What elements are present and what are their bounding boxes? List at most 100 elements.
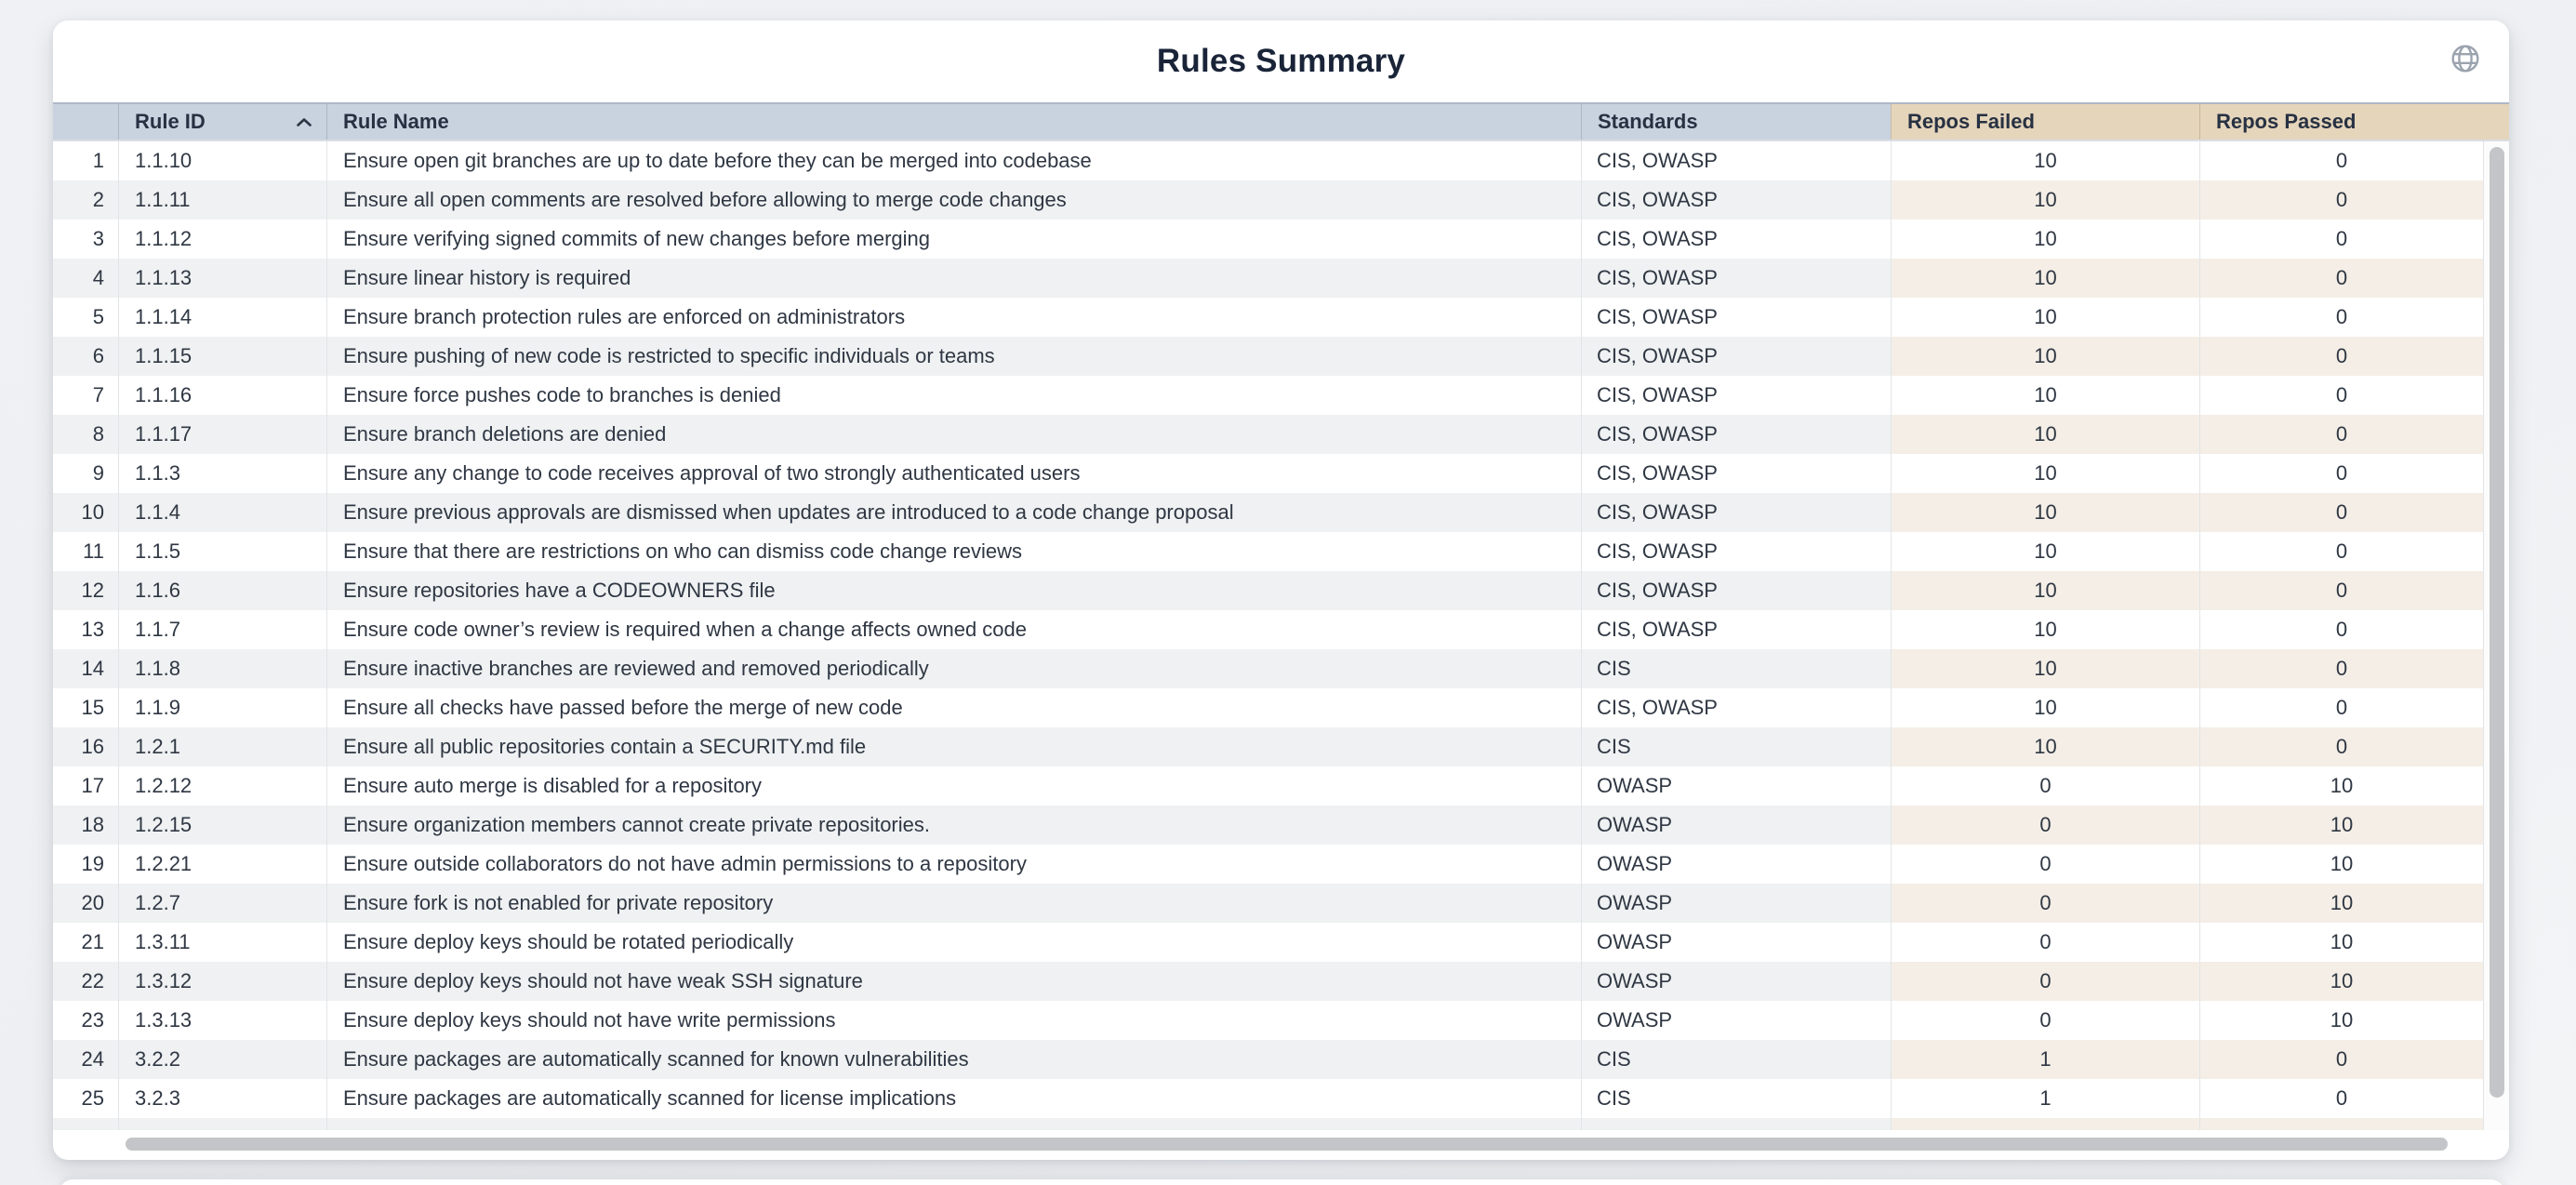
cell-rule-id: 1.2.7 bbox=[118, 884, 326, 923]
table-row[interactable]: 12 1.1.6 Ensure repositories have a CODE… bbox=[53, 571, 2509, 610]
table-row[interactable]: 23 1.3.13 Ensure deploy keys should not … bbox=[53, 1001, 2509, 1040]
cell-rule-id: 1.2.21 bbox=[118, 845, 326, 884]
cell-row-number: 2 bbox=[53, 180, 118, 220]
cell-standards: CIS bbox=[1581, 1040, 1891, 1079]
header-rule-name[interactable]: Rule Name bbox=[326, 104, 1581, 140]
cell-rule-name: Ensure any change to code receives appro… bbox=[326, 454, 1581, 493]
vertical-scrollbar[interactable] bbox=[2490, 147, 2504, 1098]
table-row[interactable]: 7 1.1.16 Ensure force pushes code to bra… bbox=[53, 376, 2509, 415]
horizontal-scrollbar[interactable] bbox=[126, 1138, 2448, 1151]
globe-icon[interactable] bbox=[2447, 40, 2484, 77]
cell-standards: CIS, OWASP bbox=[1581, 259, 1891, 298]
cell-repos-passed: 0 bbox=[2199, 415, 2483, 454]
cell-rule-name: Ensure code owner’s review is required w… bbox=[326, 610, 1581, 649]
cell-repos-failed: 10 bbox=[1891, 571, 2199, 610]
table-row[interactable]: 4 1.1.13 Ensure linear history is requir… bbox=[53, 259, 2509, 298]
cell-standards: CIS, OWASP bbox=[1581, 532, 1891, 571]
cell-rule-name: Ensure deploy keys should not have weak … bbox=[326, 962, 1581, 1001]
cell-row-number: 20 bbox=[53, 884, 118, 923]
cell-standards: CIS, OWASP bbox=[1581, 610, 1891, 649]
next-card-peek bbox=[59, 1179, 2505, 1185]
cell-standards: OWASP bbox=[1581, 962, 1891, 1001]
cell-repos-passed: 0 bbox=[2199, 376, 2483, 415]
cell-repos-passed: 0 bbox=[2199, 532, 2483, 571]
cell-repos-failed: 0 bbox=[1891, 962, 2199, 1001]
table-row[interactable]: 13 1.1.7 Ensure code owner’s review is r… bbox=[53, 610, 2509, 649]
cell-rule-name: Ensure fork is not enabled for private r… bbox=[326, 884, 1581, 923]
cell-standards: CIS, OWASP bbox=[1581, 141, 1891, 180]
table-header-row: Rule ID Rule Name Standards Repos Failed… bbox=[53, 102, 2509, 141]
cell-repos-failed: 10 bbox=[1891, 688, 2199, 727]
cell-repos-failed: 10 bbox=[1891, 493, 2199, 532]
cell-repos-passed: 0 bbox=[2199, 141, 2483, 180]
table-row[interactable]: 25 3.2.3 Ensure packages are automatical… bbox=[53, 1079, 2509, 1118]
cell-row-number: 10 bbox=[53, 493, 118, 532]
rules-summary-card: Rules Summary Rule ID Rule Name Standard… bbox=[53, 20, 2509, 1160]
cell-rule-name: Ensure inactive branches are reviewed an… bbox=[326, 649, 1581, 688]
cell-standards: CIS, OWASP bbox=[1581, 688, 1891, 727]
table-row[interactable]: 6 1.1.15 Ensure pushing of new code is r… bbox=[53, 337, 2509, 376]
table-row[interactable]: 16 1.2.1 Ensure all public repositories … bbox=[53, 727, 2509, 766]
table-row[interactable]: 22 1.3.12 Ensure deploy keys should not … bbox=[53, 962, 2509, 1001]
table-row[interactable]: 9 1.1.3 Ensure any change to code receiv… bbox=[53, 454, 2509, 493]
table-row[interactable]: 18 1.2.15 Ensure organization members ca… bbox=[53, 806, 2509, 845]
cell-repos-failed: 10 bbox=[1891, 415, 2199, 454]
cell-rule-name: Ensure verifying signed commits of new c… bbox=[326, 220, 1581, 259]
cell-standards: OWASP bbox=[1581, 884, 1891, 923]
cell-rule-id: 3.2.2 bbox=[118, 1040, 326, 1079]
cell-rule-name: Ensure organization members cannot creat… bbox=[326, 806, 1581, 845]
table-row[interactable]: 17 1.2.12 Ensure auto merge is disabled … bbox=[53, 766, 2509, 806]
cell-row-number: 25 bbox=[53, 1079, 118, 1118]
cell-repos-passed: 0 bbox=[2199, 649, 2483, 688]
cell-row-number: 11 bbox=[53, 532, 118, 571]
cell-rule-id: 1.1.10 bbox=[118, 141, 326, 180]
cell-standards: OWASP bbox=[1581, 1001, 1891, 1040]
cell-rule-id: 1.1.4 bbox=[118, 493, 326, 532]
cell-row-number: 12 bbox=[53, 571, 118, 610]
table-row[interactable]: 14 1.1.8 Ensure inactive branches are re… bbox=[53, 649, 2509, 688]
cell-rule-name: Ensure all open comments are resolved be… bbox=[326, 180, 1581, 220]
header-repos-passed[interactable]: Repos Passed bbox=[2199, 104, 2509, 140]
cell-row-number: 9 bbox=[53, 454, 118, 493]
cell-rule-id: 1.1.8 bbox=[118, 649, 326, 688]
header-rule-id[interactable]: Rule ID bbox=[118, 104, 326, 140]
header-row-number bbox=[53, 104, 118, 140]
table-row[interactable]: 19 1.2.21 Ensure outside collaborators d… bbox=[53, 845, 2509, 884]
cell-standards: CIS, OWASP bbox=[1581, 415, 1891, 454]
table-row[interactable]: 24 3.2.2 Ensure packages are automatical… bbox=[53, 1040, 2509, 1079]
table-row[interactable]: 2 1.1.11 Ensure all open comments are re… bbox=[53, 180, 2509, 220]
cell-repos-passed: 0 bbox=[2199, 337, 2483, 376]
cell-standards: CIS, OWASP bbox=[1581, 220, 1891, 259]
cell-repos-passed: 0 bbox=[2199, 688, 2483, 727]
table-row[interactable]: 21 1.3.11 Ensure deploy keys should be r… bbox=[53, 923, 2509, 962]
cell-rule-name: Ensure that there are restrictions on wh… bbox=[326, 532, 1581, 571]
cell-repos-passed: 0 bbox=[2199, 259, 2483, 298]
table-row[interactable]: 11 1.1.5 Ensure that there are restricti… bbox=[53, 532, 2509, 571]
table-row[interactable]: 3 1.1.12 Ensure verifying signed commits… bbox=[53, 220, 2509, 259]
table-row[interactable]: 10 1.1.4 Ensure previous approvals are d… bbox=[53, 493, 2509, 532]
cell-standards: OWASP bbox=[1581, 845, 1891, 884]
cell-rule-id: 1.1.3 bbox=[118, 454, 326, 493]
cell-standards: CIS, OWASP bbox=[1581, 298, 1891, 337]
header-standards[interactable]: Standards bbox=[1581, 104, 1891, 140]
cell-rule-name: Ensure linear history is required bbox=[326, 259, 1581, 298]
table-row[interactable]: 5 1.1.14 Ensure branch protection rules … bbox=[53, 298, 2509, 337]
cell-rule-id: 1.1.7 bbox=[118, 610, 326, 649]
header-repos-failed[interactable]: Repos Failed bbox=[1891, 104, 2199, 140]
cell-standards: CIS bbox=[1581, 1079, 1891, 1118]
table-row[interactable]: 8 1.1.17 Ensure branch deletions are den… bbox=[53, 415, 2509, 454]
cell-standards: CIS, OWASP bbox=[1581, 376, 1891, 415]
cell-row-number: 17 bbox=[53, 766, 118, 806]
cell-rule-id: 1.1.13 bbox=[118, 259, 326, 298]
header-rule-id-label: Rule ID bbox=[135, 110, 206, 133]
table-row[interactable]: 20 1.2.7 Ensure fork is not enabled for … bbox=[53, 884, 2509, 923]
cell-rule-id: 1.1.15 bbox=[118, 337, 326, 376]
table-row[interactable]: 15 1.1.9 Ensure all checks have passed b… bbox=[53, 688, 2509, 727]
cell-repos-failed: 0 bbox=[1891, 884, 2199, 923]
page-title: Rules Summary bbox=[1156, 43, 1406, 79]
cell-rule-id: 3.2.3 bbox=[118, 1079, 326, 1118]
cell-repos-passed: 0 bbox=[2199, 1040, 2483, 1079]
cell-standards: CIS, OWASP bbox=[1581, 454, 1891, 493]
cell-rule-id: 1.1.11 bbox=[118, 180, 326, 220]
table-row[interactable]: 1 1.1.10 Ensure open git branches are up… bbox=[53, 141, 2509, 180]
